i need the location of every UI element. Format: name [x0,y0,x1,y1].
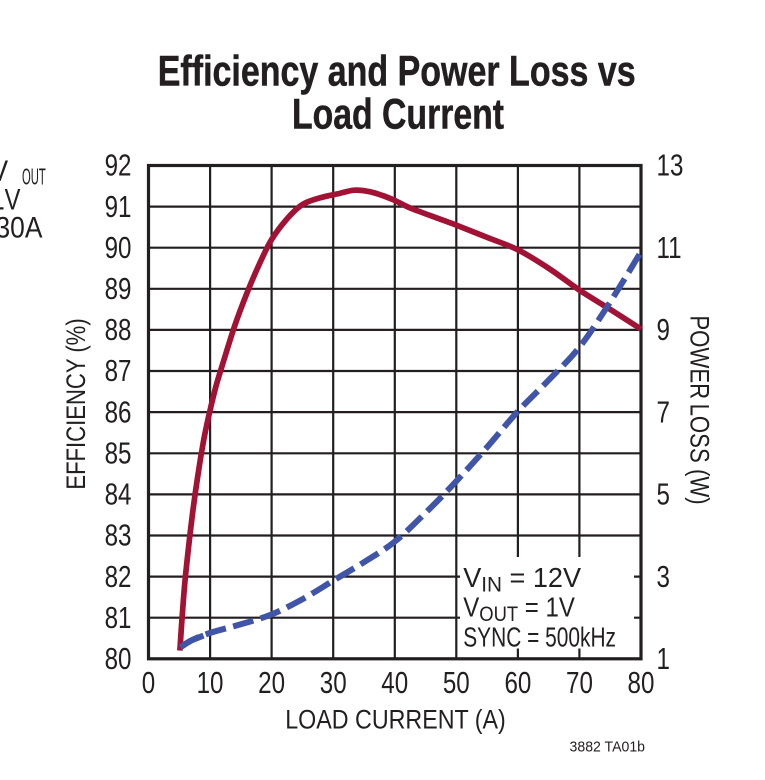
svg-text:0: 0 [142,665,155,700]
svg-text:86: 86 [105,394,132,429]
svg-text:70: 70 [566,665,593,700]
svg-text:90: 90 [105,230,132,265]
svg-text:10: 10 [197,665,224,700]
svg-text:83: 83 [105,518,132,553]
svg-text:11: 11 [657,230,682,265]
svg-text:7: 7 [657,394,670,429]
svg-text:V: V [0,153,8,187]
svg-text:91: 91 [105,189,132,224]
svg-text:85: 85 [105,436,132,471]
svg-text:88: 88 [105,312,132,347]
svg-text:87: 87 [105,353,132,388]
svg-text:89: 89 [105,271,132,306]
svg-text:40: 40 [381,665,408,700]
svg-text:3: 3 [657,559,670,594]
svg-text:VIN = 12V: VIN = 12V [463,562,581,597]
svg-text:SYNC = 500kHz: SYNC = 500kHz [463,623,616,654]
svg-text:82: 82 [105,559,132,594]
svg-text:9: 9 [657,312,670,347]
svg-text:Efficiency and Power Loss vs: Efficiency and Power Loss vs [158,48,636,95]
svg-text:80: 80 [628,665,655,700]
svg-text:LOAD CURRENT (A): LOAD CURRENT (A) [285,705,506,735]
svg-text:EFFICIENCY (%): EFFICIENCY (%) [62,318,92,489]
svg-text:84: 84 [105,477,132,512]
svg-text:30A: 30A [0,210,43,244]
svg-text:Load Current: Load Current [292,91,504,139]
svg-text:1: 1 [657,641,670,676]
svg-text:POWER LOSS (W): POWER LOSS (W) [684,315,713,504]
svg-text:20: 20 [258,665,285,700]
svg-text:13: 13 [657,148,684,183]
svg-text:OUT: OUT [22,164,46,189]
svg-text:3882 TA01b: 3882 TA01b [570,739,645,755]
svg-text:50: 50 [443,665,470,700]
svg-text:1V: 1V [0,183,20,216]
svg-text:81: 81 [105,600,132,635]
svg-text:80: 80 [105,641,132,676]
svg-text:92: 92 [105,148,132,183]
svg-text:60: 60 [504,665,531,700]
svg-text:30: 30 [320,665,347,700]
svg-text:5: 5 [657,477,670,512]
